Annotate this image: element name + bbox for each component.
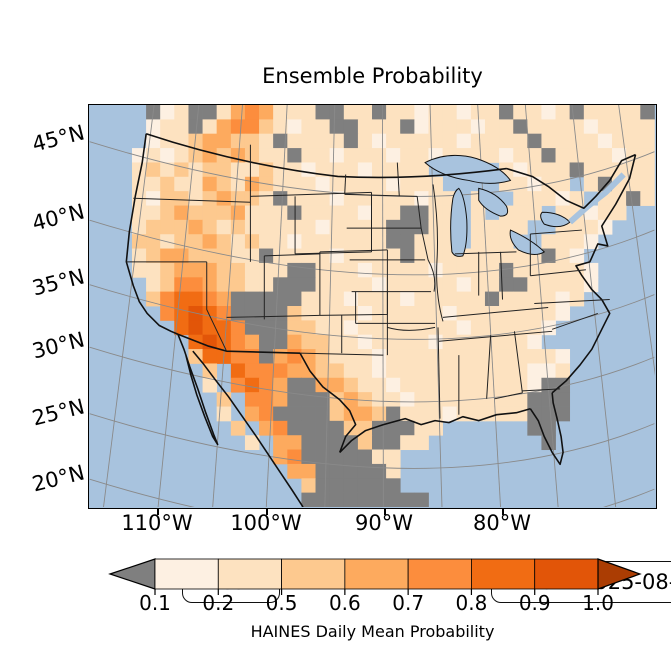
lon-tick-label: 110°W [121, 511, 193, 535]
colorbar-tick-label: 1.0 [582, 591, 614, 615]
colorbar-tick-label: 0.8 [455, 591, 488, 615]
lat-tick-label: 30°N [29, 327, 87, 364]
lat-tick-label: 20°N [29, 460, 87, 497]
colorbar-tick-label: 0.1 [139, 591, 171, 615]
graticule-lines [89, 105, 655, 507]
colorbar-axis-label: HAINES Daily Mean Probability [250, 622, 495, 641]
map-plot-area: Mean Run: 2025-08-16 [88, 104, 671, 603]
state-borders [126, 144, 610, 419]
colorbar-canvas [108, 558, 642, 595]
lon-tick-mark [502, 509, 504, 515]
colorbar-tick-label: 0.5 [265, 591, 298, 615]
colorbar-tick-label: 0.7 [392, 591, 425, 615]
title-line-1: Ensemble Probability [262, 64, 483, 88]
lat-tick-label: 45°N [29, 120, 87, 157]
map-canvas [89, 105, 655, 507]
lon-tick-label: 80°W [473, 511, 531, 535]
lon-tick-mark [157, 509, 159, 515]
colorbar-tick-label: 0.9 [518, 591, 551, 615]
colorbar-tick-label: 0.6 [328, 591, 361, 615]
colorbar-tick-label: 0.2 [202, 591, 235, 615]
lat-tick-label: 35°N [29, 264, 87, 301]
national-borders [125, 133, 637, 507]
lat-tick-label: 25°N [29, 394, 87, 431]
lon-tick-label: 100°W [230, 511, 302, 535]
lon-tick-mark [266, 509, 268, 515]
great-lakes [424, 154, 626, 257]
lat-tick-label: 40°N [29, 199, 87, 236]
lon-tick-label: 90°W [355, 511, 413, 535]
probability-grid [131, 105, 655, 507]
lon-tick-mark [384, 509, 386, 515]
